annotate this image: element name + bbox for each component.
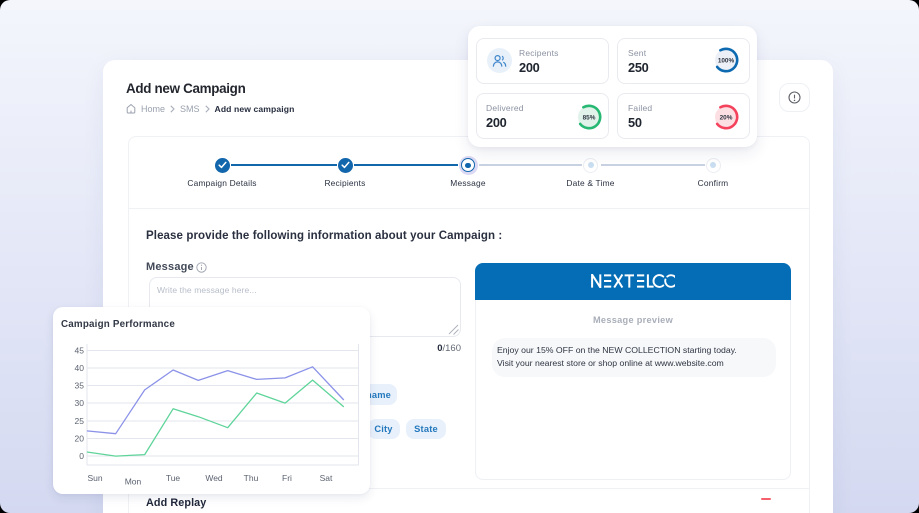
svg-text:0: 0 [79,451,84,461]
svg-text:25: 25 [75,416,85,426]
svg-text:85%: 85% [583,114,596,121]
svg-text:20: 20 [75,433,85,443]
svg-text:45: 45 [75,346,85,356]
svg-text:Tue: Tue [166,473,181,483]
svg-text:30: 30 [75,398,85,408]
svg-text:Wed: Wed [205,473,223,483]
svg-text:Mon: Mon [125,477,142,487]
svg-text:100%: 100% [718,57,735,64]
svg-text:40: 40 [75,363,85,373]
svg-text:Fri: Fri [282,473,292,483]
svg-text:Thu: Thu [244,473,259,483]
svg-text:Sat: Sat [320,473,333,483]
svg-text:35: 35 [75,381,85,391]
svg-text:20%: 20% [720,114,733,121]
svg-text:Sun: Sun [87,473,102,483]
